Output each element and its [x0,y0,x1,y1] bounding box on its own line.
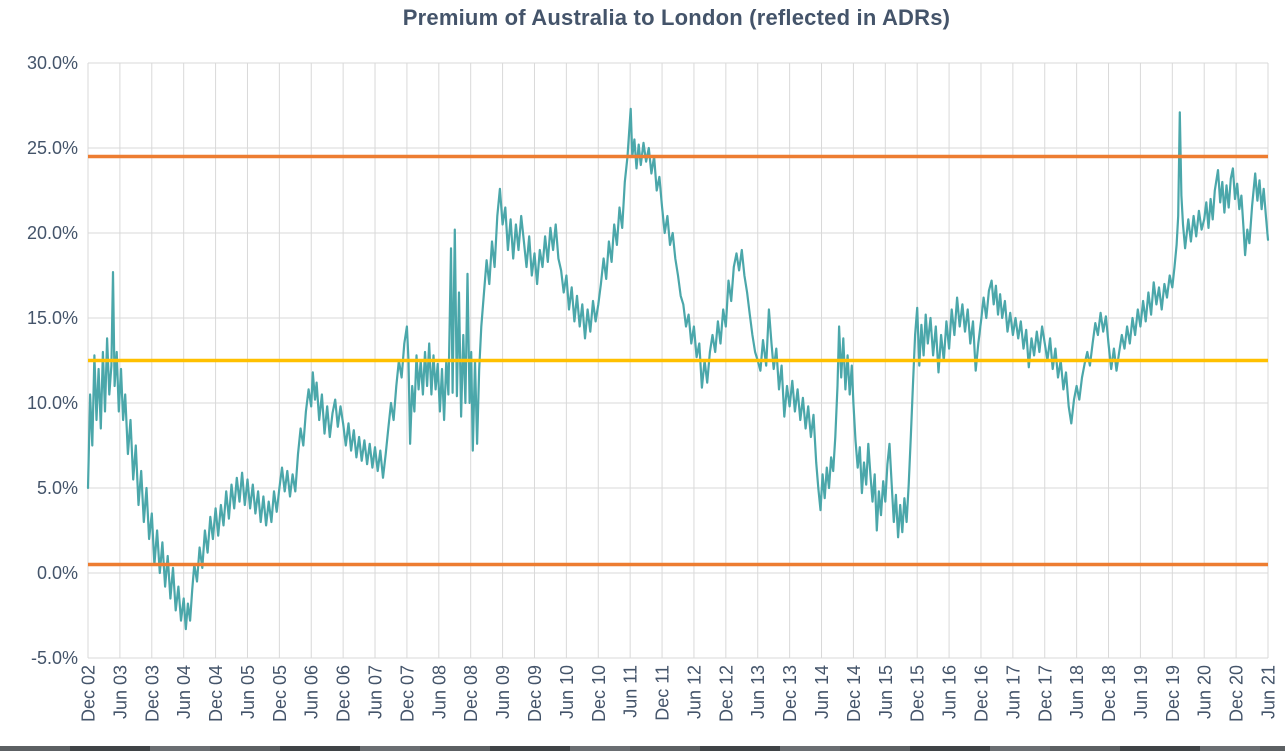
x-axis-label: Dec 07 [397,665,417,722]
y-axis-label: 0.0% [37,563,78,583]
x-axis-label: Dec 09 [525,665,545,722]
x-axis-label: Jun 14 [812,665,832,719]
x-axis-label: Dec 17 [1035,665,1055,722]
x-axis-label: Jun 17 [1003,665,1023,719]
x-axis-label: Dec 04 [206,665,226,722]
x-axis-label: Jun 11 [621,665,641,718]
x-axis-label: Dec 02 [79,665,99,722]
x-axis-label: Dec 10 [589,665,609,722]
x-axis-label: Dec 15 [908,665,928,722]
y-axis-label: 10.0% [27,393,78,413]
x-axis-label: Dec 06 [334,665,354,722]
x-axis-label: Dec 12 [716,665,736,722]
x-axis-label: Dec 05 [270,665,290,722]
x-axis-label: Jun 12 [684,665,704,719]
y-axis-label: 5.0% [37,478,78,498]
x-axis-label: Jun 08 [429,665,449,719]
x-axis-label: Jun 20 [1195,665,1215,719]
series-line-adr-premium [86,107,1270,631]
x-axis-label: Jun 16 [940,665,960,719]
x-axis-label: Jun 05 [238,665,258,719]
y-axis-label: 15.0% [27,308,78,328]
x-axis-label: Jun 04 [174,665,194,719]
y-axis-label: 30.0% [27,53,78,73]
x-axis-label: Jun 09 [493,665,513,719]
y-axis-label: 25.0% [27,138,78,158]
x-axis-label: Dec 19 [1163,665,1183,722]
x-axis-label: Jun 21 [1259,665,1279,719]
x-axis-label: Jun 06 [302,665,322,719]
screen-bottom-edge-strip [0,746,1285,751]
x-axis-label: Dec 16 [971,665,991,722]
x-axis-label: Dec 20 [1227,665,1247,722]
x-axis-label: Dec 18 [1099,665,1119,722]
x-axis-label: Dec 13 [780,665,800,722]
y-axis-label: 20.0% [27,223,78,243]
x-axis-label: Jun 10 [557,665,577,719]
x-axis-label: Jun 15 [876,665,896,719]
x-axis-label: Jun 07 [366,665,386,719]
x-axis-label: Jun 13 [748,665,768,719]
x-axis: Dec 02 Jun 03 Dec 03 Jun 04 Dec 04 Jun 05 Dec … [79,665,1279,722]
y-axis-label: -5.0% [31,648,78,668]
x-axis-label: Jun 18 [1067,665,1087,719]
x-axis-label: Dec 14 [844,665,864,722]
chart-title: Premium of Australia to London (reflecte… [402,5,951,30]
x-axis-label: Dec 08 [461,665,481,722]
x-axis-label: Jun 19 [1131,665,1151,719]
x-axis-label: Dec 11 [653,665,673,721]
x-axis-label: Dec 03 [142,665,162,722]
y-axis: 30.0% 25.0% 20.0% 15.0% 10.0% 5.0% 0.0% -5.0% [27,53,78,668]
x-axis-label: Jun 03 [110,665,130,719]
